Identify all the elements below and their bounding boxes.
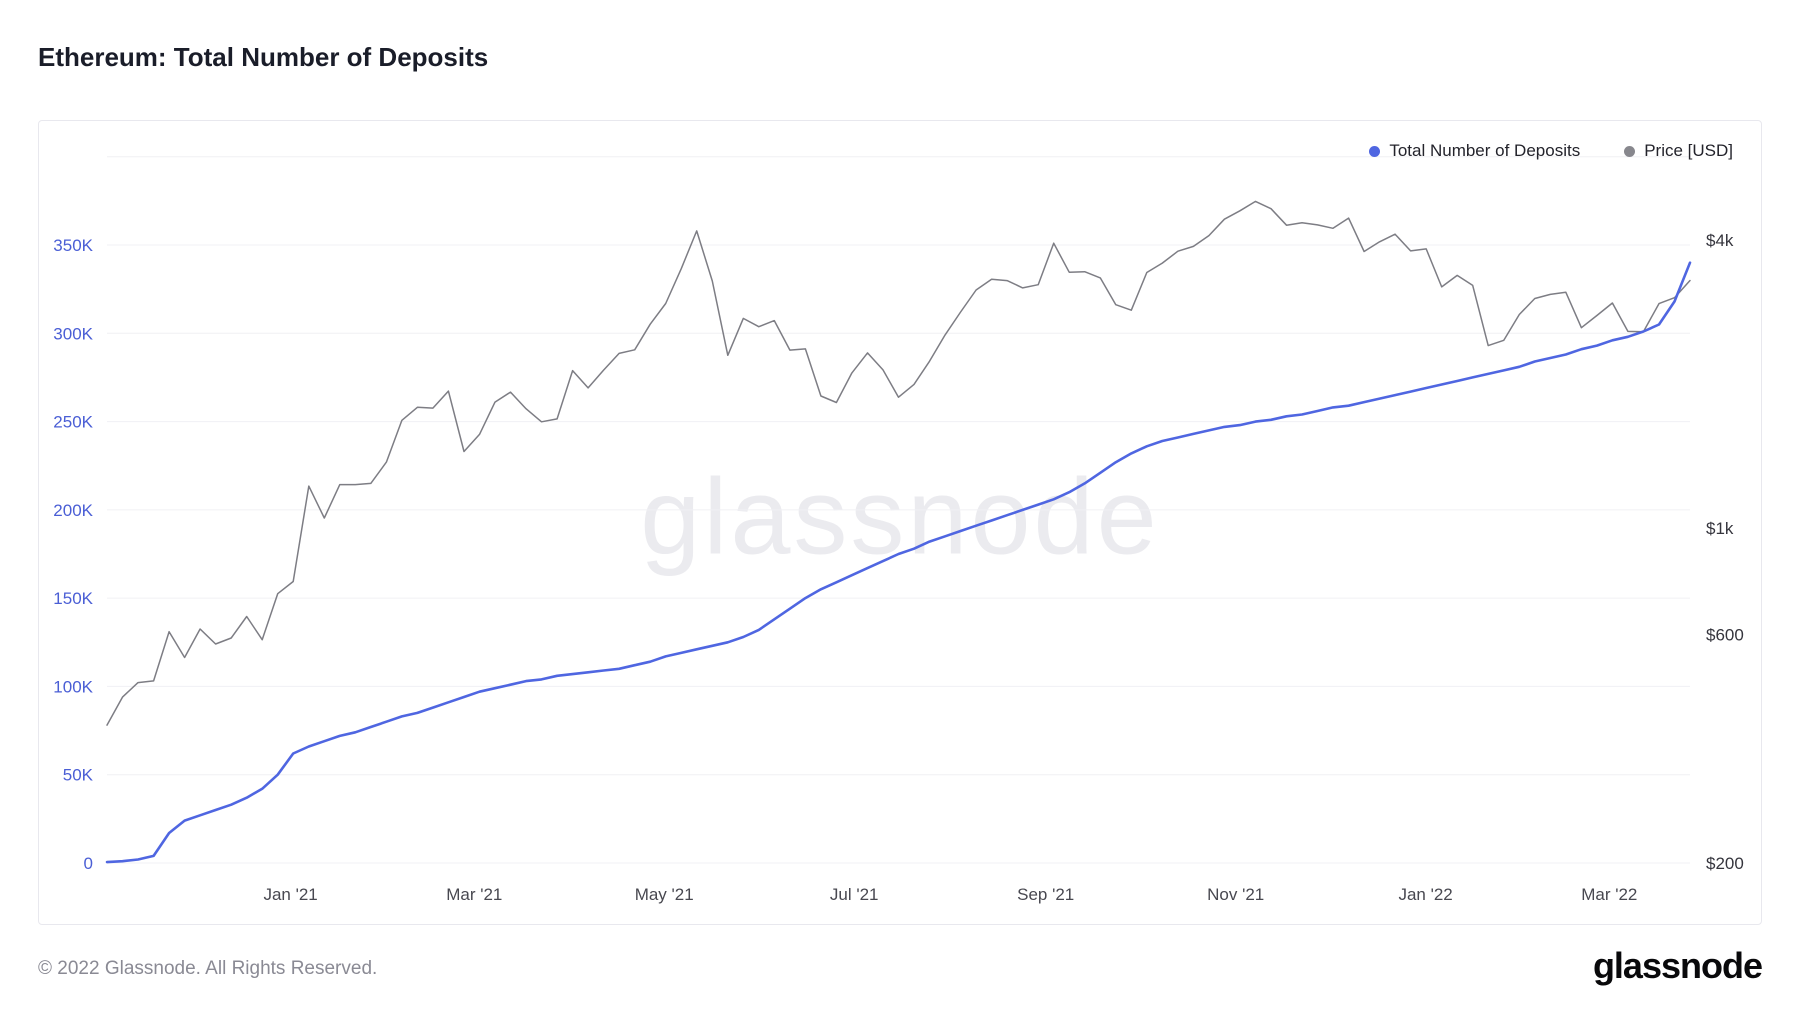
y-axis-left-tick-label: 250K [53,413,93,432]
y-axis-left-tick-label: 150K [53,589,93,608]
price-line[interactable] [106,200,1691,726]
y-axis-left-tick-label: 200K [53,501,93,520]
chart-legend: Total Number of Deposits Price [USD] [1369,141,1733,161]
y-axis-left-tick-label: 300K [53,324,93,343]
y-axis-right-tick-label: $200 [1706,854,1744,873]
glassnode-logo[interactable]: glassnode [1592,945,1763,986]
x-axis-tick-label: Jan '22 [1398,885,1452,904]
legend-item-label: Price [USD] [1644,141,1733,160]
deposits-line[interactable] [105,261,1692,864]
y-axis-left-tick-label: 350K [53,236,93,255]
chart-plot-area[interactable]: 0 50K 100K 150K 200K 250K 300K 350K $200 $600 $1k $… [39,121,1761,924]
legend-item-price[interactable]: Price [USD] [1624,141,1733,161]
copyright-text: © 2022 Glassnode. All Rights Reserved. [38,958,378,979]
y-axis-left-tick-label: 50K [63,766,94,785]
x-axis-tick-label: Sep '21 [1017,885,1074,904]
price-legend-dot-icon [1624,145,1636,157]
x-axis-tick-label: Jul '21 [830,885,879,904]
page-title: Ethereum: Total Number of Deposits [38,42,489,72]
x-axis-tick-label: May '21 [635,885,694,904]
y-axis-right-tick-label: $1k [1706,519,1734,538]
y-axis-left-tick-label: 100K [53,677,93,696]
x-axis-tick-label: Nov '21 [1207,885,1264,904]
x-axis-tick-label: Jan '21 [263,885,317,904]
y-axis-left-tick-label: 0 [84,854,93,873]
y-axis-right-tick-label: $4k [1706,231,1734,250]
legend-item-label: Total Number of Deposits [1389,141,1581,160]
x-axis-tick-label: Mar '21 [446,885,502,904]
glassnode-watermark: glassnode [640,455,1160,577]
legend-item-deposits[interactable]: Total Number of Deposits [1369,141,1580,161]
deposits-legend-dot-icon [1369,145,1381,157]
y-axis-right-tick-label: $600 [1706,626,1744,645]
x-axis-tick-label: Mar '22 [1581,885,1637,904]
chart-card: glassnode 0 50K 100K 150K 200K 250K 300K 350K $2… [38,120,1762,925]
